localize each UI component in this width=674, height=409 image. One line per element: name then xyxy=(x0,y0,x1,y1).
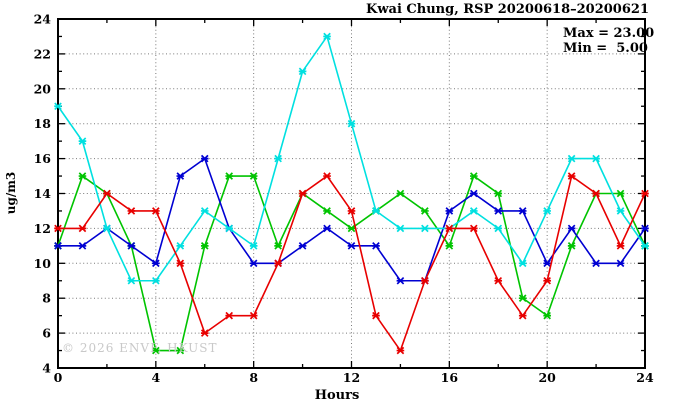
svg-text:12: 12 xyxy=(34,221,51,236)
legend-min: Min = 5.00 xyxy=(563,41,648,56)
svg-text:10: 10 xyxy=(34,256,52,271)
svg-text:8: 8 xyxy=(249,370,258,385)
svg-text:20: 20 xyxy=(538,370,556,385)
x-axis-label: Hours xyxy=(314,388,360,403)
svg-text:18: 18 xyxy=(34,116,52,131)
svg-text:24: 24 xyxy=(34,12,52,27)
svg-text:24: 24 xyxy=(636,370,654,385)
svg-text:6: 6 xyxy=(42,326,51,341)
svg-text:16: 16 xyxy=(441,370,459,385)
svg-text:12: 12 xyxy=(343,370,360,385)
legend-max: Max = 23.00 xyxy=(563,26,655,41)
y-axis-label: ug/m3 xyxy=(4,171,18,215)
legend-maxmin: Max = 23.00 Min = 5.00 xyxy=(563,26,654,56)
svg-text:4: 4 xyxy=(42,361,51,376)
svg-text:20: 20 xyxy=(34,81,52,96)
svg-text:16: 16 xyxy=(34,151,52,166)
watermark: © 2026 ENVF, HKUST xyxy=(62,341,218,355)
svg-text:8: 8 xyxy=(42,291,51,306)
svg-text:0: 0 xyxy=(54,370,63,385)
svg-text:4: 4 xyxy=(151,370,160,385)
svg-text:22: 22 xyxy=(34,46,51,61)
svg-text:14: 14 xyxy=(34,186,52,201)
chart-title: Kwai Chung, RSP 20200618–20200621 xyxy=(366,2,649,17)
